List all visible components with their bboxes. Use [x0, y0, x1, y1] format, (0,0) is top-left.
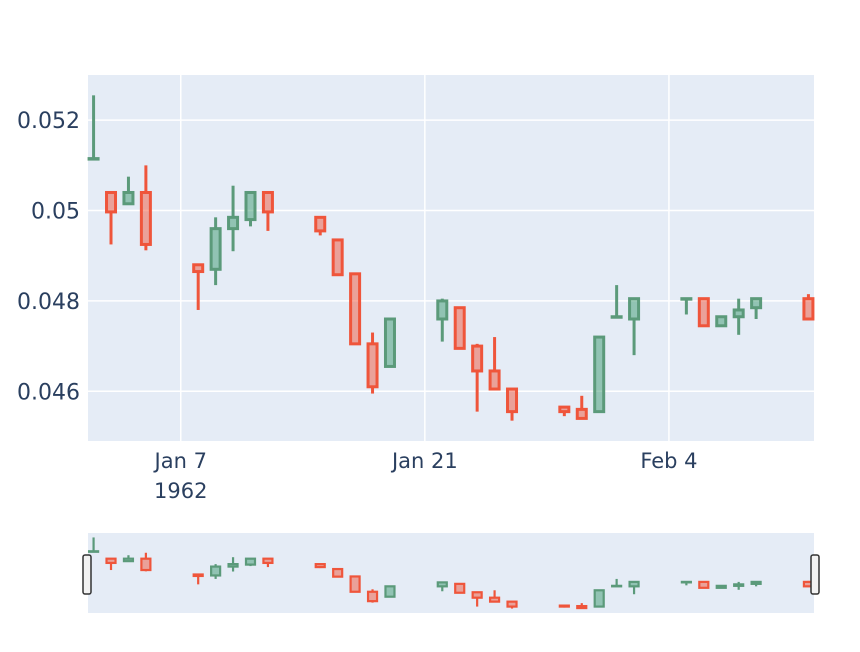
- y-axis-ticks: 0.046 0.048 0.05 0.052: [17, 109, 80, 405]
- slider-candle-21: [593, 589, 605, 608]
- slider-candle-22: [611, 578, 623, 588]
- grid-lines: [88, 75, 814, 441]
- candle-9: [314, 215, 327, 236]
- slider-candle-14: [436, 581, 448, 592]
- slider-candle-27: [733, 581, 745, 590]
- candle-13: [383, 317, 396, 368]
- slider-candle-5: [210, 564, 222, 579]
- candle-7: [244, 190, 257, 227]
- candle-22: [610, 285, 623, 319]
- candle-21: [593, 335, 606, 414]
- candle-19: [558, 405, 571, 417]
- candle-10: [331, 238, 344, 277]
- candle-0: [87, 95, 100, 161]
- slider-candle-19: [558, 604, 570, 608]
- slider-candle-18: [506, 600, 518, 609]
- slider-candle-20: [576, 603, 588, 610]
- candle-25: [697, 297, 710, 328]
- slider-candle-3: [140, 552, 152, 572]
- x-tick-sublabel: 1962: [154, 479, 207, 503]
- x-tick-label: Jan 7: [153, 449, 207, 473]
- y-tick-label: 0.052: [17, 109, 80, 134]
- slider-candle-6: [227, 557, 239, 572]
- y-tick-label: 0.05: [31, 200, 80, 225]
- plot-background: [88, 75, 814, 441]
- candle-5: [209, 217, 222, 286]
- x-tick-label: Jan 21: [390, 449, 458, 473]
- candle-26: [715, 315, 728, 328]
- range-slider-candles: [87, 537, 815, 610]
- y-tick-label: 0.046: [17, 380, 80, 405]
- x-axis-ticks: Jan 7 1962 Jan 21 Feb 4: [153, 449, 698, 503]
- candle-17: [488, 337, 501, 391]
- candle-16: [471, 343, 484, 412]
- slider-candle-15: [454, 582, 466, 594]
- slider-candle-2: [122, 555, 135, 563]
- slider-candle-7: [244, 557, 257, 567]
- slider-candle-28: [750, 580, 762, 587]
- y-tick-label: 0.048: [17, 290, 80, 315]
- candle-8: [261, 190, 274, 231]
- candle-14: [436, 298, 449, 342]
- slider-candle-24: [680, 580, 692, 586]
- slider-candle-25: [698, 580, 710, 589]
- candle-20: [575, 395, 588, 420]
- x-tick-label: Feb 4: [640, 449, 697, 473]
- candle-15: [453, 306, 466, 350]
- candle-1: [105, 190, 118, 245]
- candle-24: [680, 297, 693, 315]
- candle-28: [750, 297, 763, 319]
- candle-4: [192, 263, 205, 310]
- slider-candle-13: [384, 585, 396, 598]
- candle-11: [349, 272, 362, 346]
- candle-2: [122, 176, 135, 206]
- range-slider-left-handle[interactable]: [82, 554, 92, 595]
- candle-29: [802, 294, 815, 321]
- slider-candle-8: [262, 557, 274, 568]
- candle-23: [628, 297, 641, 356]
- slider-candle-17: [488, 590, 501, 603]
- slider-candle-0: [87, 537, 100, 553]
- slider-candle-9: [314, 563, 326, 569]
- candle-12: [366, 332, 379, 394]
- slider-candle-11: [349, 575, 361, 593]
- slider-candle-1: [105, 557, 117, 571]
- slider-candle-4: [192, 573, 204, 585]
- slider-candle-12: [366, 589, 379, 603]
- slider-candle-23: [628, 580, 640, 595]
- slider-candle-26: [715, 584, 727, 589]
- slider-candle-10: [332, 567, 344, 578]
- range-slider-background[interactable]: [88, 533, 814, 613]
- candle-3: [139, 165, 152, 251]
- candle-18: [506, 387, 519, 421]
- slider-candle-16: [471, 591, 483, 607]
- candle-27: [732, 298, 745, 335]
- range-slider-right-handle[interactable]: [810, 554, 820, 595]
- candle-6: [227, 185, 240, 252]
- candles: [87, 95, 815, 421]
